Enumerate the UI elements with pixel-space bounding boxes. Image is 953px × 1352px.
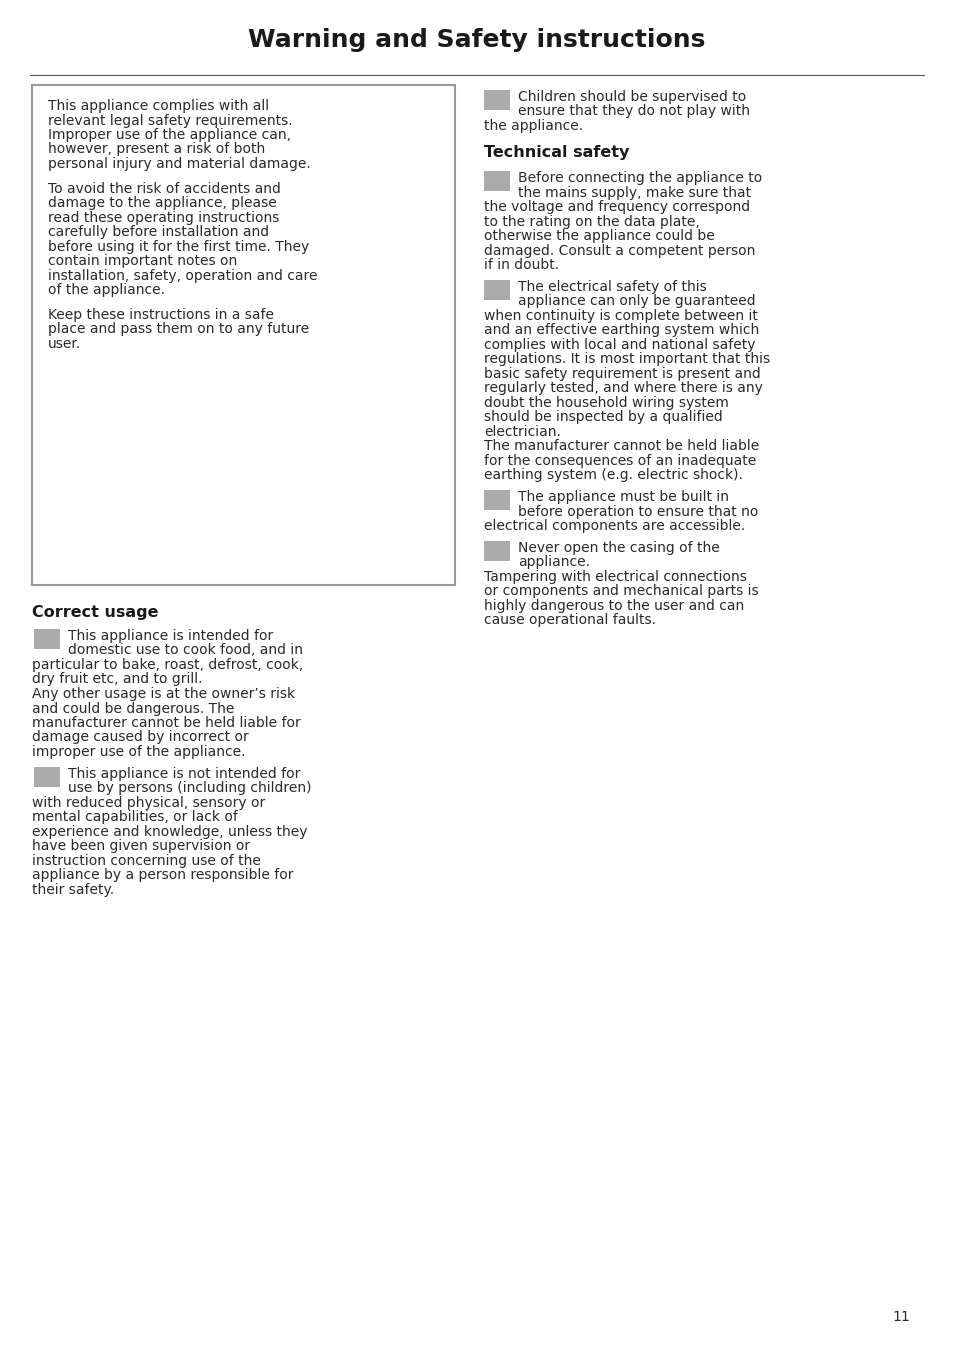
Text: should be inspected by a qualified: should be inspected by a qualified bbox=[483, 411, 722, 425]
Text: use by persons (including children): use by persons (including children) bbox=[68, 781, 312, 795]
Text: to the rating on the data plate,: to the rating on the data plate, bbox=[483, 215, 699, 228]
Text: The electrical safety of this: The electrical safety of this bbox=[517, 280, 706, 293]
Text: The appliance must be built in: The appliance must be built in bbox=[517, 491, 728, 504]
Text: or components and mechanical parts is: or components and mechanical parts is bbox=[483, 584, 758, 599]
Text: and an effective earthing system which: and an effective earthing system which bbox=[483, 323, 759, 338]
Text: contain important notes on: contain important notes on bbox=[48, 254, 237, 268]
Text: personal injury and material damage.: personal injury and material damage. bbox=[48, 157, 311, 170]
Bar bbox=[483, 172, 510, 191]
Text: of the appliance.: of the appliance. bbox=[48, 283, 165, 297]
Bar bbox=[32, 85, 455, 585]
Text: Improper use of the appliance can,: Improper use of the appliance can, bbox=[48, 128, 291, 142]
Text: Technical safety: Technical safety bbox=[483, 145, 629, 160]
Text: The manufacturer cannot be held liable: The manufacturer cannot be held liable bbox=[483, 439, 759, 453]
Text: relevant legal safety requirements.: relevant legal safety requirements. bbox=[48, 114, 293, 127]
Text: Tampering with electrical connections: Tampering with electrical connections bbox=[483, 569, 746, 584]
Text: electrical components are accessible.: electrical components are accessible. bbox=[483, 519, 744, 533]
Text: have been given supervision or: have been given supervision or bbox=[32, 840, 250, 853]
Text: the mains supply, make sure that: the mains supply, make sure that bbox=[517, 185, 750, 200]
Text: mental capabilities, or lack of: mental capabilities, or lack of bbox=[32, 810, 237, 825]
Text: regularly tested, and where there is any: regularly tested, and where there is any bbox=[483, 381, 762, 395]
Text: damage to the appliance, please: damage to the appliance, please bbox=[48, 196, 276, 210]
Text: Keep these instructions in a safe: Keep these instructions in a safe bbox=[48, 308, 274, 322]
Text: particular to bake, roast, defrost, cook,: particular to bake, roast, defrost, cook… bbox=[32, 658, 303, 672]
Text: 11: 11 bbox=[891, 1310, 909, 1324]
Text: doubt the household wiring system: doubt the household wiring system bbox=[483, 396, 728, 410]
Text: earthing system (e.g. electric shock).: earthing system (e.g. electric shock). bbox=[483, 468, 742, 483]
Text: To avoid the risk of accidents and: To avoid the risk of accidents and bbox=[48, 181, 280, 196]
Text: user.: user. bbox=[48, 337, 81, 350]
Text: This appliance is not intended for: This appliance is not intended for bbox=[68, 767, 300, 780]
Text: experience and knowledge, unless they: experience and knowledge, unless they bbox=[32, 825, 307, 838]
Text: before using it for the first time. They: before using it for the first time. They bbox=[48, 239, 309, 254]
Text: and could be dangerous. The: and could be dangerous. The bbox=[32, 702, 234, 715]
Text: Before connecting the appliance to: Before connecting the appliance to bbox=[517, 172, 761, 185]
Text: appliance can only be guaranteed: appliance can only be guaranteed bbox=[517, 295, 755, 308]
Text: damaged. Consult a competent person: damaged. Consult a competent person bbox=[483, 243, 755, 258]
Text: damage caused by incorrect or: damage caused by incorrect or bbox=[32, 730, 249, 745]
Text: Never open the casing of the: Never open the casing of the bbox=[517, 541, 719, 554]
Text: installation, safety, operation and care: installation, safety, operation and care bbox=[48, 269, 317, 283]
Text: if in doubt.: if in doubt. bbox=[483, 258, 558, 272]
Text: basic safety requirement is present and: basic safety requirement is present and bbox=[483, 366, 760, 381]
Text: Children should be supervised to: Children should be supervised to bbox=[517, 91, 745, 104]
Text: electrician.: electrician. bbox=[483, 425, 560, 439]
Bar bbox=[483, 280, 510, 300]
Text: cause operational faults.: cause operational faults. bbox=[483, 614, 656, 627]
Text: for the consequences of an inadequate: for the consequences of an inadequate bbox=[483, 454, 756, 468]
Text: their safety.: their safety. bbox=[32, 883, 114, 896]
Text: otherwise the appliance could be: otherwise the appliance could be bbox=[483, 228, 714, 243]
Text: ensure that they do not play with: ensure that they do not play with bbox=[517, 104, 749, 119]
Bar bbox=[483, 491, 510, 510]
Text: when continuity is complete between it: when continuity is complete between it bbox=[483, 308, 757, 323]
Text: carefully before installation and: carefully before installation and bbox=[48, 226, 269, 239]
Bar bbox=[483, 541, 510, 561]
Text: read these operating instructions: read these operating instructions bbox=[48, 211, 279, 224]
Text: however, present a risk of both: however, present a risk of both bbox=[48, 142, 265, 157]
Text: appliance by a person responsible for: appliance by a person responsible for bbox=[32, 868, 294, 883]
Bar bbox=[483, 91, 510, 110]
Text: before operation to ensure that no: before operation to ensure that no bbox=[517, 504, 758, 519]
Text: dry fruit etc, and to grill.: dry fruit etc, and to grill. bbox=[32, 672, 202, 687]
Text: domestic use to cook food, and in: domestic use to cook food, and in bbox=[68, 644, 303, 657]
Text: the appliance.: the appliance. bbox=[483, 119, 582, 132]
Text: place and pass them on to any future: place and pass them on to any future bbox=[48, 322, 309, 337]
Text: Any other usage is at the owner’s risk: Any other usage is at the owner’s risk bbox=[32, 687, 294, 700]
Text: instruction concerning use of the: instruction concerning use of the bbox=[32, 853, 260, 868]
Text: complies with local and national safety: complies with local and national safety bbox=[483, 338, 755, 352]
Text: the voltage and frequency correspond: the voltage and frequency correspond bbox=[483, 200, 749, 214]
Text: improper use of the appliance.: improper use of the appliance. bbox=[32, 745, 245, 758]
Text: highly dangerous to the user and can: highly dangerous to the user and can bbox=[483, 599, 743, 612]
Text: manufacturer cannot be held liable for: manufacturer cannot be held liable for bbox=[32, 717, 300, 730]
Text: This appliance is intended for: This appliance is intended for bbox=[68, 629, 273, 644]
Text: with reduced physical, sensory or: with reduced physical, sensory or bbox=[32, 796, 265, 810]
Text: appliance.: appliance. bbox=[517, 556, 589, 569]
Text: Warning and Safety instructions: Warning and Safety instructions bbox=[248, 28, 705, 51]
Text: regulations. It is most important that this: regulations. It is most important that t… bbox=[483, 353, 769, 366]
Text: This appliance complies with all: This appliance complies with all bbox=[48, 99, 269, 114]
Text: Correct usage: Correct usage bbox=[32, 604, 158, 621]
Bar bbox=[34, 629, 60, 649]
Bar bbox=[34, 767, 60, 787]
